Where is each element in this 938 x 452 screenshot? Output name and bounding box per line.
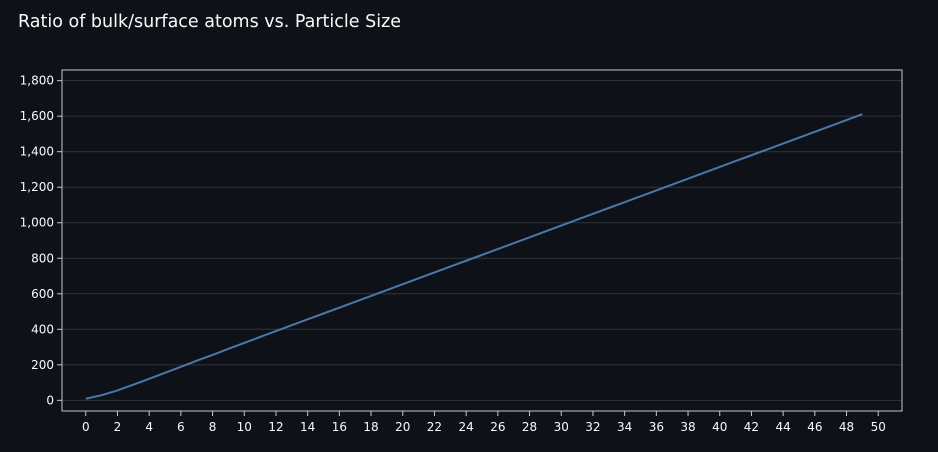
x-tick-label: 26: [490, 420, 505, 434]
x-tick-label: 14: [300, 420, 315, 434]
chart-title: Ratio of bulk/surface atoms vs. Particle…: [18, 12, 402, 32]
x-tick-label: 12: [268, 420, 283, 434]
x-tick-label: 16: [332, 420, 347, 434]
x-tick-label: 28: [522, 420, 537, 434]
y-tick-label: 1,200: [20, 180, 54, 194]
y-tick-label: 800: [31, 251, 54, 265]
x-tick-label: 36: [649, 420, 664, 434]
y-tick-label: 400: [31, 322, 54, 336]
x-tick-label: 42: [744, 420, 759, 434]
x-tick-label: 6: [177, 420, 185, 434]
x-tick-label: 30: [554, 420, 569, 434]
x-tick-label: 22: [427, 420, 442, 434]
x-tick-label: 24: [459, 420, 474, 434]
x-tick-label: 0: [82, 420, 90, 434]
plot-frame: [61, 69, 903, 412]
x-tick-label: 4: [145, 420, 153, 434]
y-tick-label: 0: [46, 393, 54, 407]
x-tick-label: 32: [585, 420, 600, 434]
x-tick-label: 46: [807, 420, 822, 434]
x-tick-label: 2: [114, 420, 122, 434]
y-tick-label: 1,600: [20, 109, 54, 123]
x-tick-label: 34: [617, 420, 632, 434]
y-tick-label: 200: [31, 358, 54, 372]
y-tick-label: 1,800: [20, 74, 54, 88]
series-line: [85, 113, 863, 400]
y-tick-label: 600: [31, 287, 54, 301]
x-tick-label: 48: [839, 420, 854, 434]
x-tick-label: 20: [395, 420, 410, 434]
y-tick-label: 1,400: [20, 145, 54, 159]
x-tick-label: 44: [775, 420, 790, 434]
x-tick-label: 8: [209, 420, 217, 434]
x-tick-label: 50: [871, 420, 886, 434]
y-tick-label: 1,000: [20, 216, 54, 230]
x-tick-label: 18: [363, 420, 378, 434]
x-tick-label: 10: [237, 420, 252, 434]
x-tick-label: 38: [680, 420, 695, 434]
x-tick-label: 40: [712, 420, 727, 434]
